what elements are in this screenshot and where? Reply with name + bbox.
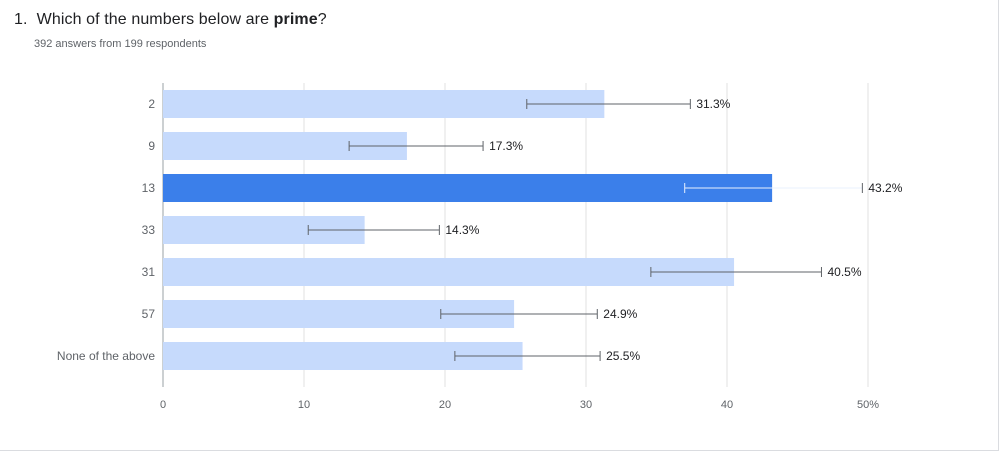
bar[interactable] — [163, 174, 773, 202]
x-tick-label: 10 — [298, 399, 310, 411]
data-label: 24.9% — [603, 307, 637, 321]
data-label: 14.3% — [445, 223, 479, 237]
category-label: 9 — [148, 139, 155, 153]
category-label: None of the above — [57, 349, 155, 363]
x-tick-label: 40 — [721, 399, 733, 411]
x-tick-label: 30 — [580, 399, 592, 411]
category-label: 2 — [148, 97, 155, 111]
category-label: 57 — [142, 307, 156, 321]
question-text: Which of the numbers below are — [36, 11, 274, 28]
category-label: 13 — [142, 181, 156, 195]
x-tick-label: 20 — [439, 399, 451, 411]
category-label: 31 — [142, 265, 156, 279]
data-label: 31.3% — [696, 97, 730, 111]
question-number: 1. — [14, 11, 28, 28]
data-label: 43.2% — [868, 181, 902, 195]
data-label: 17.3% — [489, 139, 523, 153]
question-title: 1. Which of the numbers below are prime? — [14, 11, 327, 29]
bar[interactable] — [163, 258, 735, 286]
data-label: 25.5% — [606, 349, 640, 363]
x-tick-label: 0 — [160, 399, 166, 411]
response-count: 392 answers from 199 respondents — [34, 38, 207, 50]
data-label: 40.5% — [827, 265, 861, 279]
x-tick-label: 50% — [857, 399, 879, 411]
category-label: 33 — [142, 223, 156, 237]
question-bold-word: prime — [273, 11, 318, 28]
question-mark: ? — [317, 11, 327, 28]
